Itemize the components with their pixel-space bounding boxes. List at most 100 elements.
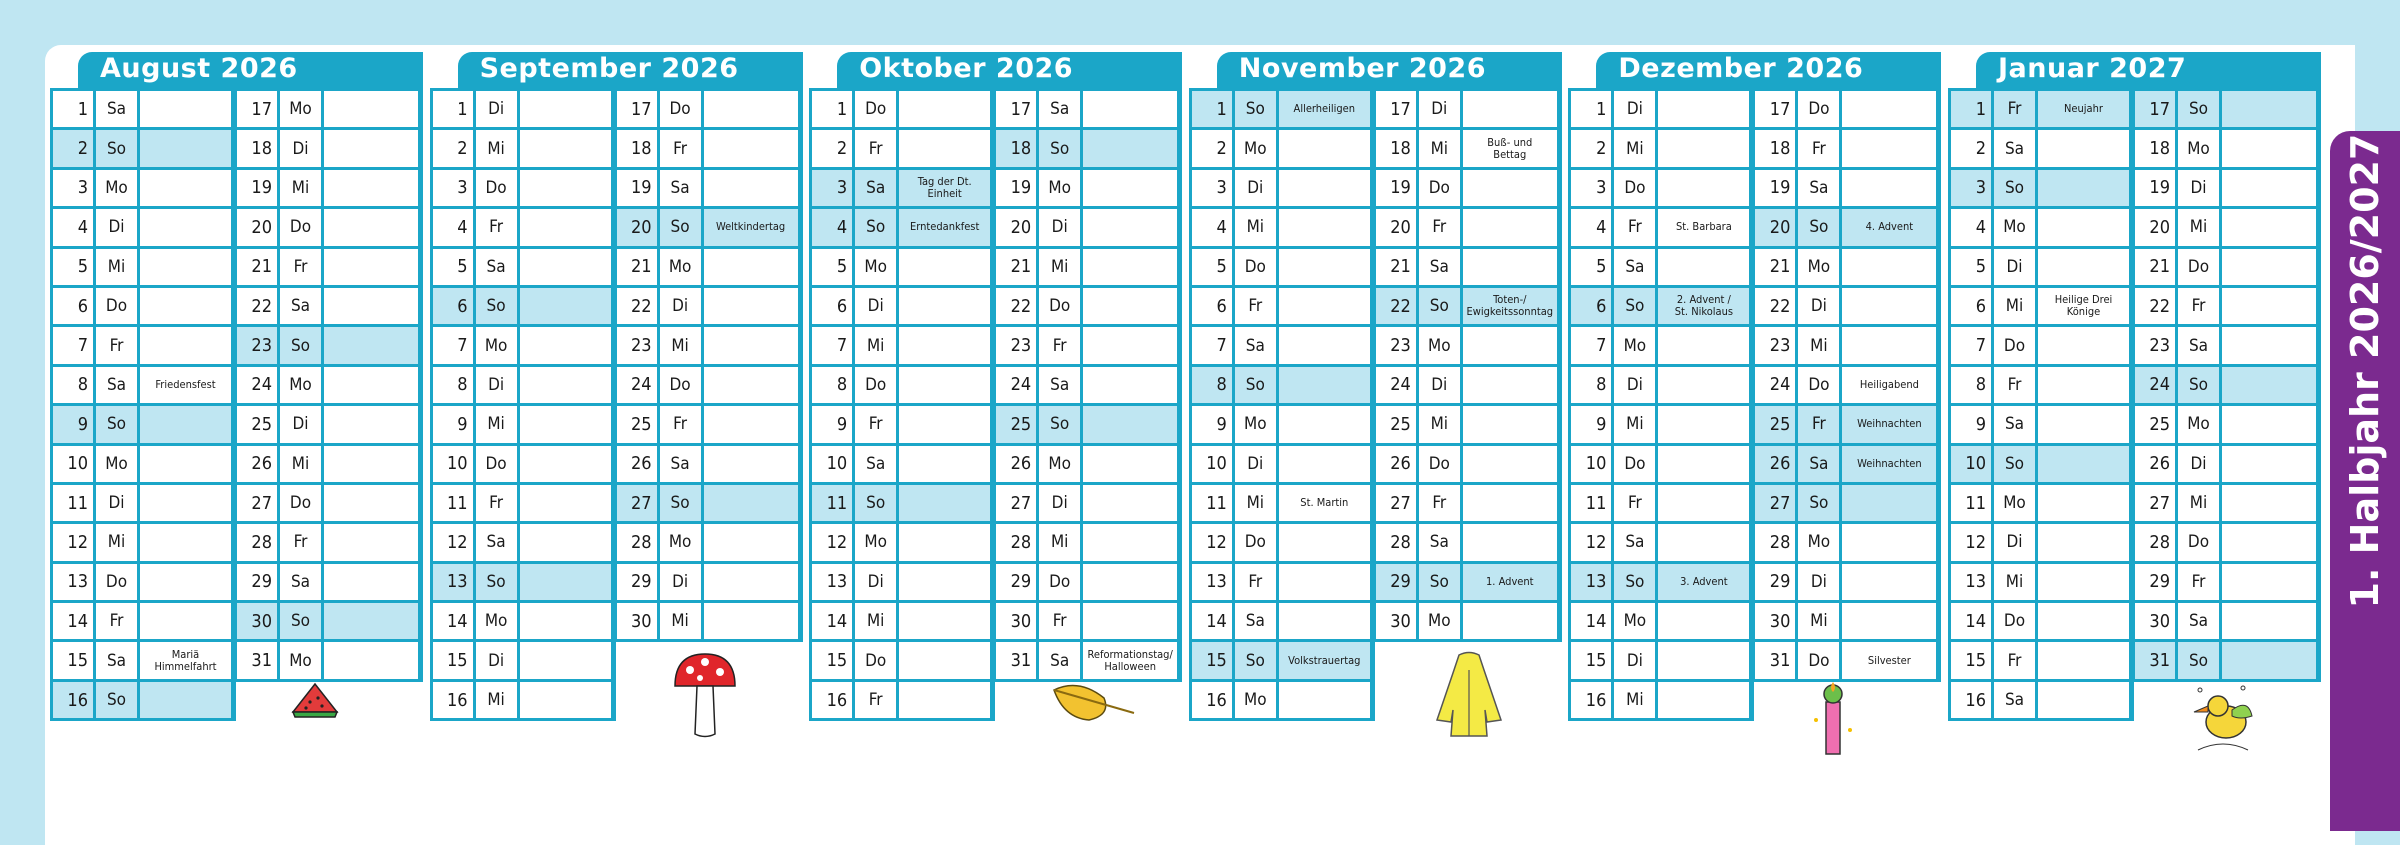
day-row[interactable]: 2 Mi bbox=[1571, 130, 1750, 167]
day-row[interactable]: 5 Mi bbox=[53, 248, 231, 285]
day-row[interactable]: 30 Sa bbox=[2135, 603, 2316, 640]
day-row[interactable]: 19 Sa bbox=[616, 169, 798, 207]
day-row[interactable]: 6 So bbox=[432, 287, 611, 325]
day-row[interactable]: 17 Mo bbox=[237, 91, 418, 128]
day-row[interactable]: 14 Fr bbox=[53, 603, 231, 640]
day-row[interactable]: 22 So Toten-/ Ewigkeitssonntag bbox=[1375, 287, 1557, 325]
day-row[interactable]: 1 Sa bbox=[53, 91, 231, 128]
day-row[interactable]: 11 Di bbox=[53, 484, 231, 522]
day-row[interactable]: 5 Sa bbox=[432, 248, 611, 285]
day-row[interactable]: 12 Do bbox=[1191, 524, 1370, 561]
day-row[interactable]: 30 Mi bbox=[1755, 603, 1937, 640]
day-row[interactable]: 16 So bbox=[53, 681, 231, 719]
day-row[interactable]: 21 Mo bbox=[1755, 248, 1937, 285]
day-row[interactable]: 30 Mi bbox=[616, 603, 798, 640]
day-row[interactable]: 23 Mi bbox=[616, 327, 798, 364]
day-row[interactable]: 25 Mo bbox=[2135, 406, 2316, 443]
day-row[interactable]: 14 Do bbox=[1951, 603, 2129, 640]
day-row[interactable]: 12 Mi bbox=[53, 524, 231, 561]
day-row[interactable]: 20 Fr bbox=[1375, 209, 1557, 246]
day-row[interactable]: 10 Sa bbox=[812, 445, 991, 482]
day-row[interactable]: 31 Mo bbox=[237, 642, 418, 679]
day-row[interactable]: 7 Mi bbox=[812, 327, 991, 364]
day-row[interactable]: 22 Sa bbox=[237, 287, 418, 325]
day-row[interactable]: 8 Fr bbox=[1951, 366, 2129, 404]
day-row[interactable]: 7 Sa bbox=[1191, 327, 1370, 364]
day-row[interactable]: 14 Mo bbox=[1571, 603, 1750, 640]
day-row[interactable]: 30 Mo bbox=[1375, 603, 1557, 640]
day-row[interactable]: 12 Mo bbox=[812, 524, 991, 561]
day-row[interactable]: 30 Fr bbox=[996, 603, 1178, 640]
day-row[interactable]: 25 Di bbox=[237, 406, 418, 443]
day-row[interactable]: 11 Mo bbox=[1951, 484, 2129, 522]
day-row[interactable]: 20 Do bbox=[237, 209, 418, 246]
day-row[interactable]: 17 Di bbox=[1375, 91, 1557, 128]
day-row[interactable]: 31 Sa Reformationstag/ Halloween bbox=[996, 642, 1178, 679]
day-row[interactable]: 17 So bbox=[2135, 91, 2316, 128]
day-row[interactable]: 5 Sa bbox=[1571, 248, 1750, 285]
day-row[interactable]: 5 Mo bbox=[812, 248, 991, 285]
day-row[interactable]: 10 Do bbox=[432, 445, 611, 482]
day-row[interactable]: 13 So 3. Advent bbox=[1571, 563, 1750, 601]
day-row[interactable]: 9 Mo bbox=[1191, 406, 1370, 443]
day-row[interactable]: 19 Di bbox=[2135, 169, 2316, 207]
day-row[interactable]: 28 Mi bbox=[996, 524, 1178, 561]
day-row[interactable]: 29 Do bbox=[996, 563, 1178, 601]
day-row[interactable]: 21 Fr bbox=[237, 248, 418, 285]
day-row[interactable]: 13 Di bbox=[812, 563, 991, 601]
day-row[interactable]: 30 So bbox=[237, 603, 418, 640]
day-row[interactable]: 9 Mi bbox=[432, 406, 611, 443]
day-row[interactable]: 20 Mi bbox=[2135, 209, 2316, 246]
day-row[interactable]: 3 Sa Tag der Dt. Einheit bbox=[812, 169, 991, 207]
day-row[interactable]: 29 Di bbox=[1755, 563, 1937, 601]
day-row[interactable]: 5 Di bbox=[1951, 248, 2129, 285]
day-row[interactable]: 21 Do bbox=[2135, 248, 2316, 285]
day-row[interactable]: 14 Mi bbox=[812, 603, 991, 640]
day-row[interactable]: 16 Mi bbox=[1571, 681, 1750, 719]
day-row[interactable]: 6 Fr bbox=[1191, 287, 1370, 325]
day-row[interactable]: 4 So Erntedankfest bbox=[812, 209, 991, 246]
day-row[interactable]: 11 So bbox=[812, 484, 991, 522]
day-row[interactable]: 14 Sa bbox=[1191, 603, 1370, 640]
day-row[interactable]: 19 Do bbox=[1375, 169, 1557, 207]
day-row[interactable]: 17 Sa bbox=[996, 91, 1178, 128]
day-row[interactable]: 26 Mi bbox=[237, 445, 418, 482]
day-row[interactable]: 20 Di bbox=[996, 209, 1178, 246]
day-row[interactable]: 26 Di bbox=[2135, 445, 2316, 482]
day-row[interactable]: 24 Do bbox=[616, 366, 798, 404]
day-row[interactable]: 3 Do bbox=[432, 169, 611, 207]
day-row[interactable]: 20 So Weltkindertag bbox=[616, 209, 798, 246]
day-row[interactable]: 18 Mi Buß- und Bettag bbox=[1375, 130, 1557, 167]
day-row[interactable]: 1 So Allerheiligen bbox=[1191, 91, 1370, 128]
day-row[interactable]: 4 Mi bbox=[1191, 209, 1370, 246]
day-row[interactable]: 2 Mi bbox=[432, 130, 611, 167]
day-row[interactable]: 7 Mo bbox=[432, 327, 611, 364]
day-row[interactable]: 9 Mi bbox=[1571, 406, 1750, 443]
day-row[interactable]: 17 Do bbox=[616, 91, 798, 128]
day-row[interactable]: 28 Fr bbox=[237, 524, 418, 561]
day-row[interactable]: 15 Sa Mariä Himmelfahrt bbox=[53, 642, 231, 679]
day-row[interactable]: 4 Mo bbox=[1951, 209, 2129, 246]
day-row[interactable]: 15 Do bbox=[812, 642, 991, 679]
day-row[interactable]: 7 Mo bbox=[1571, 327, 1750, 364]
day-row[interactable]: 4 Di bbox=[53, 209, 231, 246]
day-row[interactable]: 16 Sa bbox=[1951, 681, 2129, 719]
day-row[interactable]: 2 Fr bbox=[812, 130, 991, 167]
day-row[interactable]: 13 So bbox=[432, 563, 611, 601]
day-row[interactable]: 16 Fr bbox=[812, 681, 991, 719]
day-row[interactable]: 12 Sa bbox=[432, 524, 611, 561]
day-row[interactable]: 1 Di bbox=[432, 91, 611, 128]
day-row[interactable]: 21 Sa bbox=[1375, 248, 1557, 285]
day-row[interactable]: 25 Fr bbox=[616, 406, 798, 443]
day-row[interactable]: 10 Mo bbox=[53, 445, 231, 482]
day-row[interactable]: 1 Di bbox=[1571, 91, 1750, 128]
day-row[interactable]: 10 Do bbox=[1571, 445, 1750, 482]
day-row[interactable]: 6 Mi Heilige Drei Könige bbox=[1951, 287, 2129, 325]
day-row[interactable]: 15 Fr bbox=[1951, 642, 2129, 679]
day-row[interactable]: 24 Sa bbox=[996, 366, 1178, 404]
day-row[interactable]: 29 Di bbox=[616, 563, 798, 601]
day-row[interactable]: 9 Fr bbox=[812, 406, 991, 443]
day-row[interactable]: 29 Fr bbox=[2135, 563, 2316, 601]
day-row[interactable]: 27 Mi bbox=[2135, 484, 2316, 522]
day-row[interactable]: 12 Sa bbox=[1571, 524, 1750, 561]
